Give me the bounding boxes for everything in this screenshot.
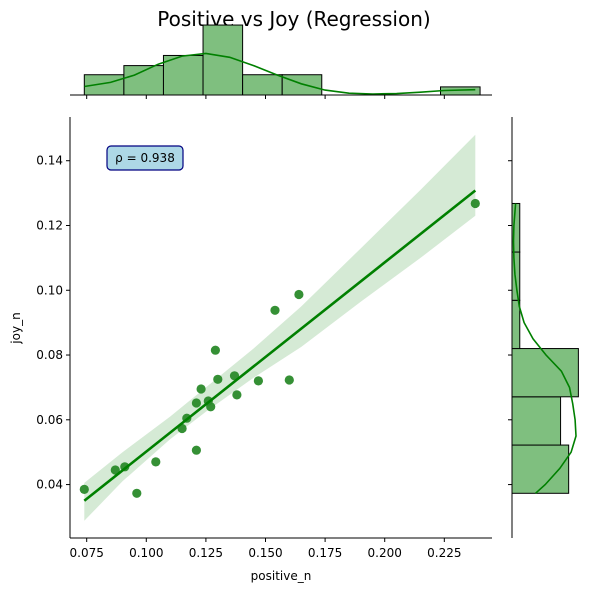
data-point [191, 445, 201, 455]
y-tick-label: 0.08 [36, 348, 63, 362]
x-tick-label: 0.150 [248, 546, 282, 560]
data-point [206, 402, 216, 412]
annotation-box [106, 145, 184, 171]
x-tick-label: 0.100 [129, 546, 163, 560]
confidence-band [84, 134, 476, 521]
y-tick-label: 0.14 [36, 154, 63, 168]
correlation-annotation: ρ = 0.938 [106, 145, 184, 171]
data-point [191, 398, 201, 408]
top-hist-bar [242, 74, 283, 96]
data-point [294, 289, 304, 300]
data-point [229, 371, 240, 381]
x-tick-label: 0.225 [427, 546, 461, 560]
y-tick-label: 0.10 [36, 283, 63, 297]
main-scatter-plot: 0.075 0.100 0.125 0.150 0.175 0.200 0.225 0.04 0… [36, 117, 492, 560]
data-point [79, 484, 89, 494]
right-hist-bar [511, 299, 521, 350]
data-point [284, 375, 294, 385]
data-point [196, 384, 206, 394]
data-point [470, 198, 480, 209]
annotation-text: ρ = 0.938 [115, 151, 175, 165]
y-tick-label: 0.12 [36, 218, 63, 232]
x-tick-label: 0.200 [368, 546, 402, 560]
right-kde-curve [512, 203, 577, 494]
data-point [110, 465, 120, 475]
y-axis-label: joy_n [9, 312, 23, 344]
x-tick-label: 0.125 [189, 546, 223, 560]
data-point [232, 390, 242, 400]
y-tick-label: 0.06 [36, 413, 63, 427]
top-kde-curve [84, 52, 476, 95]
x-axis-label: positive_n [251, 569, 312, 583]
data-point [210, 345, 220, 355]
top-hist-bar [162, 54, 204, 96]
regression-line [83, 189, 477, 502]
right-hist-bar [511, 348, 579, 398]
x-tick-label: 0.175 [308, 546, 342, 560]
data-point [151, 457, 161, 467]
right-hist-bar [511, 396, 562, 446]
data-point [213, 374, 223, 384]
x-tick-label: 0.075 [70, 546, 104, 560]
top-marginal-histogram [70, 24, 492, 99]
data-point [132, 488, 142, 498]
data-point [253, 376, 263, 386]
top-hist-bar [281, 74, 323, 96]
y-tick-label: 0.04 [36, 478, 63, 492]
data-point [270, 305, 280, 315]
chart-title: Positive vs Joy (Regression) [157, 7, 430, 31]
right-marginal-histogram [508, 117, 579, 538]
